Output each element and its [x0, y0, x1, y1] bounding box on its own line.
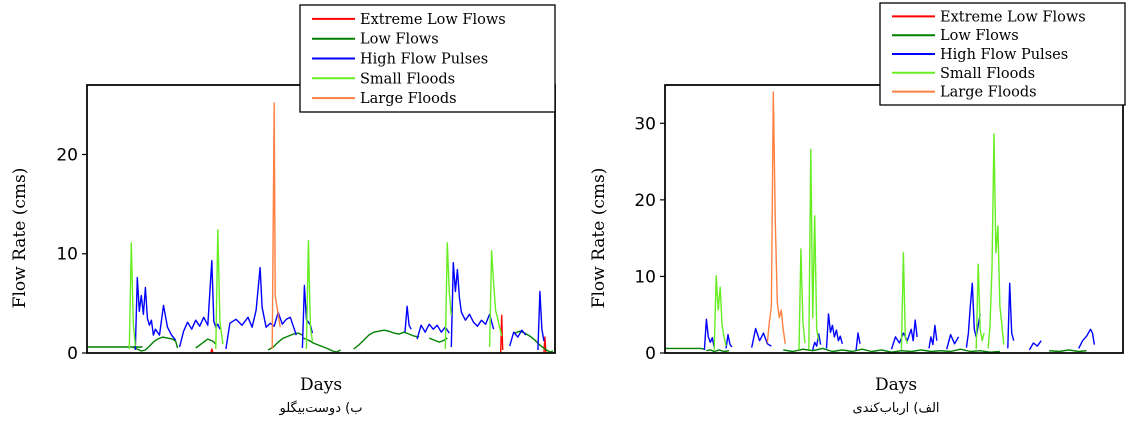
- series-line: [703, 318, 715, 350]
- series-line: [965, 282, 981, 348]
- series-line: [725, 333, 733, 349]
- x-axis-title: Days: [875, 375, 917, 395]
- series-line: [132, 336, 179, 352]
- series-line: [812, 333, 822, 351]
- series-line: [1078, 328, 1096, 349]
- y-tick-label: 10: [56, 245, 78, 265]
- legend-label: Low Flows: [940, 28, 1019, 44]
- series-line: [500, 314, 504, 354]
- legend-label: Low Flows: [360, 32, 439, 48]
- plot-frame: [86, 84, 556, 354]
- series-line: [416, 323, 450, 340]
- legend-label: Extreme Low Flows: [940, 9, 1086, 25]
- series-line: [305, 240, 314, 350]
- series-line: [987, 133, 1005, 349]
- series-line: [488, 250, 503, 348]
- legend-label: Large Floods: [360, 91, 457, 107]
- y-tick-label: 30: [634, 114, 656, 134]
- chart-caption: الف) ارباب‌کندی: [852, 401, 939, 416]
- series-line: [928, 324, 938, 349]
- series-line: [210, 348, 214, 354]
- series-line: [450, 262, 495, 348]
- legend-label: Extreme Low Flows: [360, 12, 506, 28]
- series-line: [900, 251, 908, 350]
- legend-label: High Flow Pulses: [360, 52, 488, 68]
- x-axis-title: Days: [300, 375, 342, 395]
- series-line: [267, 332, 303, 351]
- series-line: [783, 347, 1000, 353]
- series-line: [1028, 340, 1042, 351]
- chart-panel-doostbiglou: Flow Rate (cms) Days ب) دوست‌بیگلو 0 10 20…: [10, 4, 556, 416]
- series-line: [1007, 282, 1015, 349]
- series-line: [225, 266, 297, 350]
- series-line: [706, 349, 730, 353]
- series-line: [808, 148, 820, 350]
- legend-label: Small Floods: [360, 71, 455, 87]
- series-line: [303, 337, 341, 353]
- y-tick-label: 0: [67, 344, 78, 364]
- chart-panel-arbabkandi: Flow Rate (cms) Days الف) ارباب‌کندی 0 10…: [589, 2, 1126, 416]
- y-tick-label: 10: [634, 267, 656, 287]
- series-line: [713, 275, 727, 350]
- series-line: [798, 248, 806, 350]
- series-line: [855, 332, 861, 350]
- series-line: [1049, 349, 1087, 353]
- legend-label: Small Floods: [940, 66, 1035, 82]
- series-line: [271, 102, 281, 350]
- series-line: [128, 242, 136, 350]
- plot-frame: [664, 84, 1124, 354]
- series-line: [195, 338, 217, 349]
- legend-label: High Flow Pulses: [940, 47, 1068, 63]
- series-line: [404, 305, 412, 333]
- series-line: [665, 347, 705, 350]
- series-line: [751, 327, 772, 348]
- chart-caption: ب) دوست‌بیگلو: [279, 400, 363, 416]
- series-line: [215, 229, 224, 350]
- series-line: [946, 333, 960, 350]
- series-line: [444, 242, 452, 350]
- y-axis-title: Flow Rate (cms): [589, 168, 609, 309]
- legend-label: Large Floods: [940, 85, 1037, 101]
- series-line: [353, 329, 420, 350]
- y-axis-title: Flow Rate (cms): [10, 168, 30, 309]
- series-line: [890, 319, 918, 350]
- series-line: [825, 313, 843, 349]
- y-tick-label: 20: [56, 145, 78, 165]
- y-tick-label: 20: [634, 191, 656, 211]
- series-line: [134, 276, 177, 351]
- series-line: [509, 329, 527, 347]
- series-line: [537, 290, 545, 351]
- series-line: [975, 263, 985, 350]
- y-tick-label: 0: [645, 344, 656, 364]
- series-line: [766, 91, 786, 344]
